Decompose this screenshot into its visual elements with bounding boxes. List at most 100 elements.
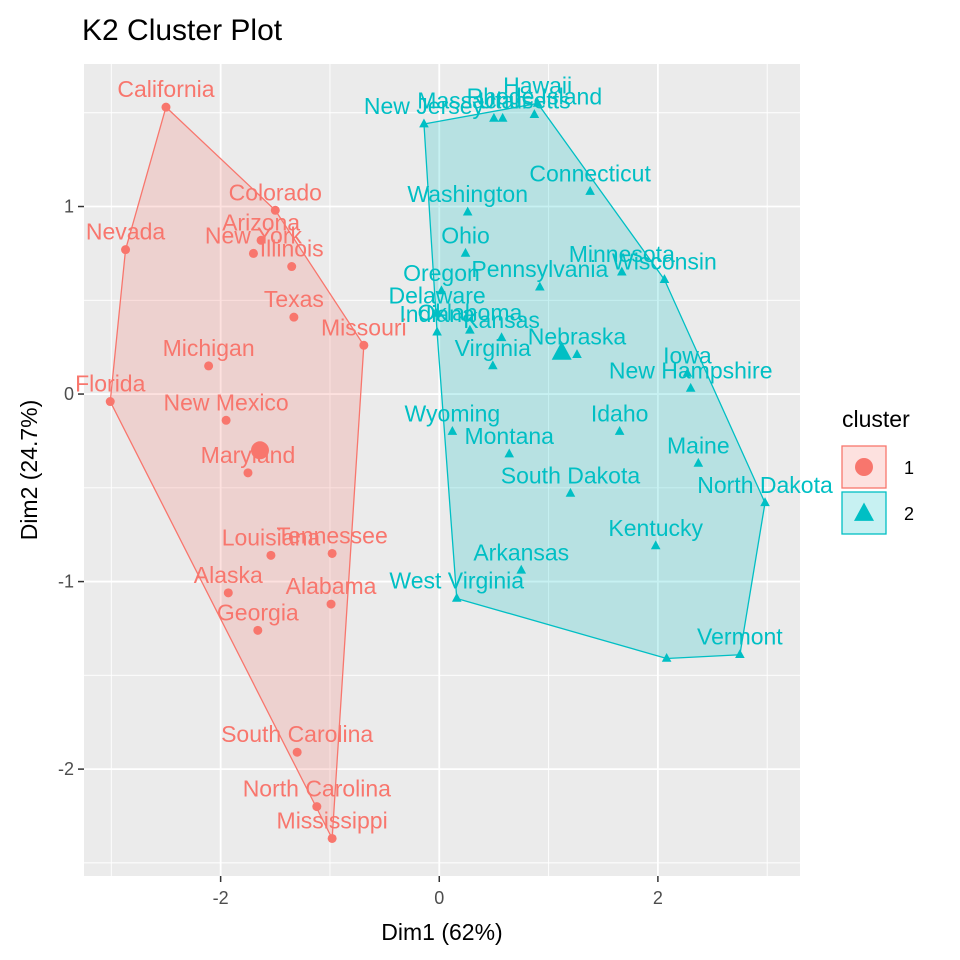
point-label: Colorado (229, 179, 322, 205)
point-label: Florida (75, 371, 146, 397)
point-marker (488, 360, 498, 370)
point-marker (327, 833, 337, 843)
point-marker (105, 397, 115, 407)
point-label: Michigan (163, 335, 255, 361)
point-label: Minnesota (569, 241, 675, 267)
y-tick-label: -2 (58, 759, 74, 779)
cluster-2-centroid (551, 341, 572, 360)
point-label: Indiana (399, 301, 475, 327)
point-marker (685, 382, 696, 392)
point-marker (223, 588, 233, 598)
point-label: South Carolina (221, 721, 373, 747)
point-label: Maine (667, 432, 730, 458)
point-label: Pennsylvania (471, 256, 608, 282)
y-tick-label: -1 (58, 572, 74, 592)
point-label: West Virginia (389, 567, 524, 593)
cluster-points (105, 97, 770, 843)
point-marker (256, 235, 266, 245)
point-label: Georgia (217, 599, 299, 625)
point-label: New Hampshire (609, 357, 773, 383)
point-label: Alabama (286, 573, 377, 599)
legend: cluster 1 2 (841, 406, 914, 535)
point-marker (121, 245, 131, 255)
point-marker (614, 426, 625, 435)
axis-ticks: -2 0 2 -2 -1 0 1 (58, 197, 663, 908)
point-marker (496, 332, 507, 342)
point-marker (204, 361, 214, 371)
point-label: Illinois (260, 236, 324, 262)
point-label: Utah (478, 87, 527, 113)
point-label: New York (205, 222, 303, 248)
point-label: Wyoming (405, 401, 501, 427)
x-tick-label: -2 (213, 888, 229, 908)
point-label: Nebraska (528, 324, 627, 350)
point-label: Nevada (86, 219, 165, 245)
x-tick-label: 2 (653, 888, 663, 908)
point-marker (735, 649, 745, 659)
point-label: Washington (407, 181, 528, 207)
point-marker (436, 285, 447, 295)
point-label: North Dakota (697, 472, 833, 498)
legend-marker-2 (854, 502, 874, 521)
point-label: Oregon (403, 260, 480, 286)
point-marker (253, 625, 263, 635)
point-marker (760, 497, 770, 507)
x-tick-label: 0 (434, 888, 444, 908)
point-marker (266, 550, 276, 560)
point-marker (516, 564, 527, 574)
point-marker (359, 340, 369, 350)
point-label: Alaska (194, 562, 263, 588)
point-marker (617, 266, 627, 276)
point-marker (419, 118, 429, 128)
point-label: Missouri (321, 314, 407, 340)
y-tick-label: 1 (64, 197, 74, 217)
point-label: Wisconsin (612, 249, 717, 275)
cluster-1-centroid (250, 441, 269, 460)
legend-marker-1 (855, 458, 873, 476)
legend-title: cluster (842, 406, 910, 432)
chart-title: K2 Cluster Plot (82, 14, 283, 47)
point-label: Texas (264, 286, 324, 312)
point-label: North Carolina (243, 776, 391, 802)
point-label: Mississippi (277, 807, 388, 833)
legend-label-2: 2 (904, 504, 914, 524)
point-marker (292, 747, 302, 757)
point-label: Kentucky (608, 515, 703, 541)
point-marker (161, 102, 171, 112)
point-marker (682, 367, 693, 377)
point-marker (326, 599, 336, 609)
x-axis-title: Dim1 (62%) (381, 919, 502, 945)
point-label: Ohio (441, 222, 490, 248)
point-marker (661, 652, 672, 662)
point-label: Vermont (697, 624, 783, 650)
point-marker (489, 112, 499, 122)
point-marker (497, 112, 508, 122)
point-label: Idaho (591, 401, 649, 427)
point-marker (289, 312, 299, 322)
point-label: Iowa (663, 342, 712, 368)
point-marker (248, 248, 258, 258)
point-marker (585, 185, 595, 195)
point-label: Arkansas (473, 539, 569, 565)
point-label: Maryland (201, 442, 296, 468)
point-label: Virginia (455, 335, 531, 361)
point-marker (221, 415, 231, 425)
point-marker (650, 540, 661, 550)
point-marker (532, 97, 543, 107)
point-label: Delaware (389, 282, 486, 308)
point-marker (327, 548, 337, 558)
point-label: Rhode Island (467, 84, 603, 110)
point-marker (565, 487, 576, 497)
point-marker (659, 274, 670, 283)
point-marker (447, 426, 458, 435)
point-label: Kansas (463, 307, 540, 333)
point-marker (529, 109, 540, 118)
point-marker (451, 592, 462, 602)
point-label: New Mexico (163, 389, 288, 415)
point-marker (432, 307, 442, 317)
point-label: Massachusetts (417, 87, 570, 113)
point-marker (693, 457, 704, 467)
